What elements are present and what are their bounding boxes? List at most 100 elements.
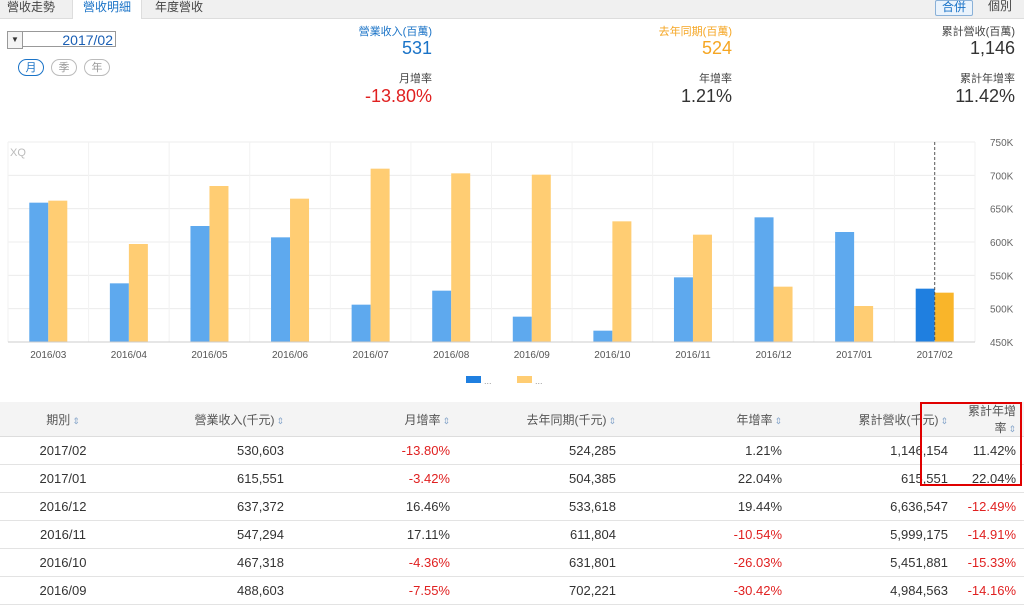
revenue-value: 531 [401,38,432,58]
cumulative-yoy-value: 11.42% [955,86,1015,106]
table-cell: 702,221 [458,576,624,605]
table-cell: -15.33% [956,548,1024,577]
bar-last-year [692,234,712,342]
bar-last-year [854,306,874,342]
bar-revenue [190,226,210,342]
mom-value: -13.80% [364,86,432,106]
table-row: 2016/10 467,318 -4.36% 631,801 -26.03% 5,451,… [0,548,1024,577]
individual-toggle[interactable]: 個別 [988,0,1013,13]
table-cell: 2016/09 [0,576,126,605]
col-header-yoy[interactable]: 年增率 ⇕ [624,402,790,437]
bar-last-year [612,221,632,342]
table-cell: 2017/01 [0,464,126,493]
table-cell: 615,551 [126,464,292,493]
table-cell: -13.80% [292,436,458,465]
sort-icon: ⇕ [72,415,80,426]
table-cell: 533,618 [458,492,624,521]
caret-down-icon: ▼ [11,35,19,44]
tab-revenue-detail[interactable]: 營收明細 [72,0,142,19]
table-row: 2017/01 615,551 -3.42% 504,385 22.04% 615,551… [0,464,1024,493]
x-tick-label: 2016/05 [191,350,228,361]
period-type-year[interactable]: 年 [84,59,110,76]
table-row: 2016/11 547,294 17.11% 611,804 -10.54% 5,999,… [0,520,1024,549]
table-cell: 1.21% [624,436,790,465]
sort-icon: ⇕ [276,415,284,426]
y-tick-label: 500K [990,305,1014,316]
tab-bar: 營收走勢 營收明細 年度營收 合併 個別 [0,0,1024,19]
bar-last-year [209,186,229,342]
cumulative-yoy-label: 累計年增率 [960,73,1015,85]
period-type-quarter[interactable]: 季 [51,59,77,76]
table-cell: 524,285 [458,436,624,465]
table-cell: 547,294 [126,520,292,549]
table-cell: -10.54% [624,520,790,549]
tab-revenue-trend[interactable]: 營收走勢 [7,0,56,14]
legend-label-last-year: ... [535,376,543,386]
bar-revenue [512,316,532,342]
sort-icon: ⇕ [608,415,616,426]
table-cell: -26.03% [624,548,790,577]
legend-swatch-last-year [517,376,532,383]
col-header-last-year[interactable]: 去年同期(千元) ⇕ [458,402,624,437]
col-header-label: 營業收入(千元) [194,412,275,427]
x-tick-label: 2016/11 [675,350,711,361]
x-tick-label: 2016/04 [111,350,148,361]
x-tick-label: 2016/07 [353,350,390,361]
y-tick-label: 700K [990,171,1014,182]
table-cell: 504,385 [458,464,624,493]
bar-revenue [29,202,49,342]
table-cell: -30.42% [624,576,790,605]
bar-revenue [271,237,291,342]
bar-revenue [673,277,693,342]
x-tick-label: 2016/09 [514,350,551,361]
bar-revenue [835,232,855,342]
table-cell: 2016/11 [0,520,126,549]
bar-last-year [934,292,954,342]
revenue-bar-chart: 750K 700K 650K 600K 550K 500K 450K XQ 2016/03 201… [7,138,1014,386]
y-tick-label: 650K [990,205,1014,216]
period-type-month[interactable]: 月 [18,59,44,76]
table-cell: 5,999,175 [790,520,956,549]
consolidated-toggle[interactable]: 合併 [935,0,974,16]
table-cell: 530,603 [126,436,292,465]
bar-last-year [531,174,551,342]
table-cell: 17.11% [292,520,458,549]
cumulative-value: 1,146 [969,38,1015,58]
sort-icon: ⇕ [940,415,948,426]
legend-label-revenue: ... [484,376,492,386]
table-cell: 611,804 [458,520,624,549]
col-header-period[interactable]: 期別 ⇕ [0,402,126,437]
sort-icon: ⇕ [1008,424,1016,434]
col-header-label: 年增率 [736,412,773,427]
col-header-label: 期別 [46,412,71,427]
col-header-label: 月增率 [404,412,441,427]
y-tick-label: 550K [990,271,1014,282]
cumulative-label: 累計營收(百萬) [941,26,1015,38]
table-cell: -12.49% [956,492,1024,521]
col-header-cumulative-yoy[interactable]: 累計年增率 ⇕ [956,402,1024,437]
table-cell: 4,984,563 [790,576,956,605]
table-cell: 488,603 [126,576,292,605]
col-header-mom[interactable]: 月增率 ⇕ [292,402,458,437]
revenue-label: 營業收入(百萬) [358,26,432,38]
period-dropdown-button[interactable]: ▼ [7,31,23,49]
table-cell: 1,146,154 [790,436,956,465]
last-year-label: 去年同期(百萬) [658,26,732,38]
bar-last-year [370,168,390,342]
period-input[interactable]: 2017/02 [22,31,116,48]
table-cell: 467,318 [126,548,292,577]
table-cell: 11.42% [956,436,1024,465]
table-cell: 16.46% [292,492,458,521]
table-cell: -3.42% [292,464,458,493]
x-tick-label: 2017/01 [836,350,873,361]
col-header-revenue[interactable]: 營業收入(千元) ⇕ [126,402,292,437]
col-header-cumulative[interactable]: 累計營收(千元) ⇕ [790,402,956,437]
table-cell: 22.04% [956,464,1024,493]
tab-annual-revenue[interactable]: 年度營收 [155,0,204,14]
x-tick-label: 2017/02 [917,350,954,361]
bar-last-year [290,198,310,342]
y-tick-label: 450K [990,338,1014,349]
table-cell: 615,551 [790,464,956,493]
bar-revenue [351,304,371,342]
revenue-table: 期別 ⇕ 營業收入(千元) ⇕ 月增率 ⇕ 去年同期(千元) ⇕ 年增率 ⇕ 累計營收(千… [0,402,1024,605]
